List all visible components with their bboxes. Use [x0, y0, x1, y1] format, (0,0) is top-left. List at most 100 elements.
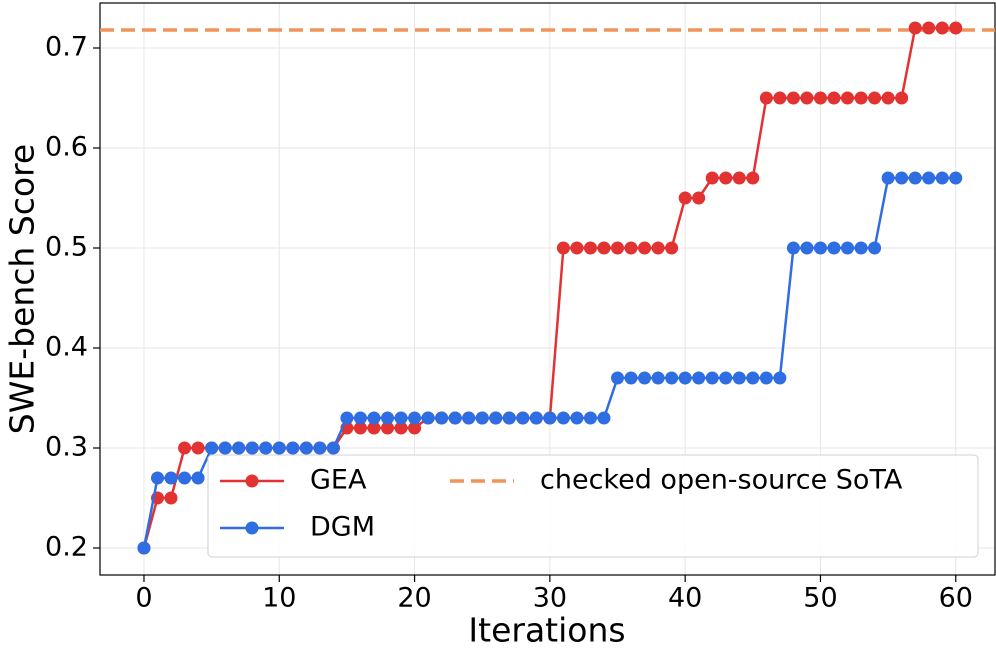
data-point [841, 241, 855, 255]
data-point [759, 371, 773, 385]
x-tick-label: 40 [668, 583, 702, 614]
y-tick-label: 0.7 [45, 32, 88, 63]
data-point [665, 241, 679, 255]
data-point [137, 541, 151, 555]
y-tick-label: 0.2 [45, 532, 88, 563]
data-point [827, 91, 841, 105]
data-point [841, 91, 855, 105]
data-point [786, 241, 800, 255]
data-point [340, 411, 354, 425]
legend-box [207, 454, 979, 558]
data-point [611, 241, 625, 255]
data-point [922, 171, 936, 185]
data-point [556, 411, 570, 425]
data-point [881, 91, 895, 105]
data-point [705, 371, 719, 385]
data-point [881, 171, 895, 185]
data-point [313, 441, 327, 455]
data-point [813, 91, 827, 105]
y-tick-label: 0.4 [45, 332, 88, 363]
data-point [381, 411, 395, 425]
data-point [516, 411, 530, 425]
data-point [232, 441, 246, 455]
data-point [556, 241, 570, 255]
data-point [353, 421, 367, 435]
data-point [583, 411, 597, 425]
data-point [719, 371, 733, 385]
data-point [638, 371, 652, 385]
data-point [448, 411, 462, 425]
data-point [813, 241, 827, 255]
y-axis-label: SWE-bench Score [3, 144, 42, 434]
y-tick-label: 0.6 [45, 132, 88, 163]
data-point [435, 411, 449, 425]
plot-frame [99, 2, 996, 576]
data-point [164, 491, 178, 505]
data-point [935, 21, 949, 35]
data-point [421, 411, 435, 425]
data-point [543, 411, 557, 425]
data-point [611, 371, 625, 385]
data-point [895, 91, 909, 105]
data-point [164, 471, 178, 485]
legend-marker [245, 474, 259, 488]
data-point [705, 171, 719, 185]
data-point [665, 371, 679, 385]
data-point [638, 241, 652, 255]
data-point [205, 441, 219, 455]
data-point [895, 171, 909, 185]
data-point [489, 411, 503, 425]
data-point [732, 371, 746, 385]
data-point [597, 411, 611, 425]
legend-label: DGM [310, 512, 375, 543]
x-tick-label: 10 [262, 583, 296, 614]
data-point [922, 21, 936, 35]
data-point [245, 441, 259, 455]
data-point [746, 171, 760, 185]
data-point [502, 411, 516, 425]
data-point [719, 171, 733, 185]
x-tick-label: 30 [533, 583, 567, 614]
data-point [394, 411, 408, 425]
data-point [678, 191, 692, 205]
data-point [949, 171, 963, 185]
x-tick-label: 0 [135, 583, 152, 614]
data-point [367, 421, 381, 435]
data-point [191, 471, 205, 485]
data-point [868, 241, 882, 255]
data-point [299, 441, 313, 455]
x-tick-label: 20 [397, 583, 431, 614]
legend-marker [245, 521, 259, 535]
data-point [326, 441, 340, 455]
x-tick-label: 60 [939, 583, 973, 614]
data-point [475, 411, 489, 425]
data-point [381, 421, 395, 435]
data-point [773, 91, 787, 105]
data-point [651, 241, 665, 255]
data-point [408, 411, 422, 425]
data-point [854, 241, 868, 255]
data-point [529, 411, 543, 425]
data-point [597, 241, 611, 255]
data-point [583, 241, 597, 255]
data-point [151, 471, 165, 485]
x-tick-label: 50 [803, 583, 837, 614]
x-axis-label: Iterations [468, 611, 625, 650]
y-tick-label: 0.5 [45, 232, 88, 263]
data-point [462, 411, 476, 425]
data-point [408, 421, 422, 435]
legend-label: GEA [310, 465, 367, 496]
y-tick-label: 0.3 [45, 432, 88, 463]
legend-label: checked open-source SoTA [540, 465, 903, 496]
data-point [570, 411, 584, 425]
data-point [624, 371, 638, 385]
data-point [367, 411, 381, 425]
data-point [218, 441, 232, 455]
data-point [624, 241, 638, 255]
data-point [394, 421, 408, 435]
data-point [651, 371, 665, 385]
data-point [827, 241, 841, 255]
data-point [786, 91, 800, 105]
data-point [949, 21, 963, 35]
